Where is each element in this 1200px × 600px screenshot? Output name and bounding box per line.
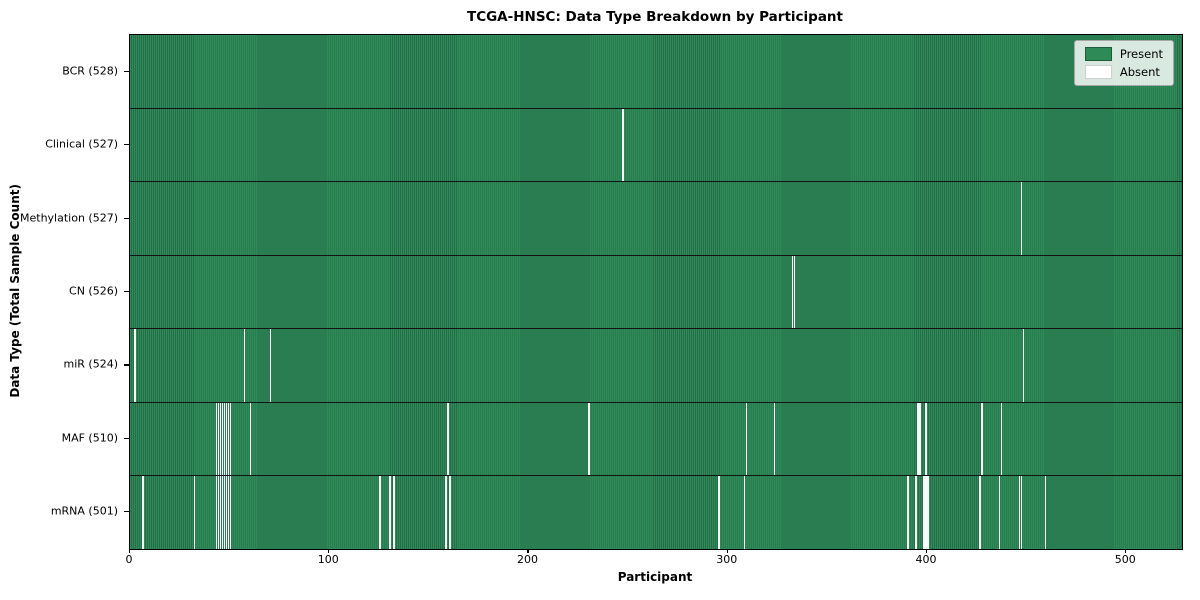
x-tick-mark (1125, 549, 1127, 553)
absent-gap (793, 255, 796, 329)
x-tick-mark (925, 549, 928, 553)
absent-gap (249, 402, 252, 476)
absent-gap (449, 476, 451, 550)
absent-gap (445, 476, 447, 550)
y-tick-mark (124, 70, 129, 72)
y-tick-label: BCR (528) (62, 64, 118, 78)
x-tick-mark (726, 549, 728, 553)
x-tick-mark (129, 549, 131, 553)
absent-gap (217, 402, 220, 476)
absent-gap (791, 255, 794, 329)
absent-gap (193, 476, 196, 550)
absent-gap (745, 402, 748, 476)
absent-gap (142, 476, 144, 550)
absent-gap (219, 402, 222, 476)
absent-gap (221, 476, 224, 550)
absent-gap (217, 476, 220, 550)
absent-gap (925, 476, 927, 550)
y-tick-label: CN (526) (69, 284, 118, 298)
x-axis-label: Participant (617, 570, 693, 584)
absent-gap (223, 476, 226, 550)
absent-gap (447, 402, 449, 476)
y-tick-label: Clinical (527) (45, 137, 118, 151)
y-tick-label: miR (524) (63, 357, 119, 371)
absent-gap (622, 108, 624, 182)
y-tick-label: MAF (510) (61, 431, 118, 445)
y-tick-mark (124, 217, 129, 219)
x-tick-label: 300 (716, 553, 738, 566)
x-tick-label: 100 (317, 553, 339, 566)
heatmap-row (130, 475, 1182, 550)
absent-gap (225, 402, 228, 476)
absent-gap (215, 476, 218, 550)
absent-gap (243, 329, 246, 402)
absent-gap (1000, 402, 1003, 476)
absent-gap (588, 402, 590, 476)
absent-gap (269, 329, 272, 402)
absent-gap (215, 402, 218, 476)
heatmap-rows (130, 35, 1182, 550)
absent-gap (389, 476, 391, 550)
absent-gap (229, 476, 232, 550)
absent-gap (743, 476, 746, 550)
absent-gap (219, 476, 222, 550)
heatmap-row (130, 107, 1182, 182)
y-tick-mark (124, 437, 129, 440)
absent-gap (1044, 476, 1047, 550)
absent-gap (917, 402, 919, 476)
absent-gap (227, 402, 230, 476)
legend-absent-label: Absent (1119, 65, 1160, 79)
plot-area: Present Absent (129, 34, 1183, 550)
absent-gap (1018, 476, 1021, 550)
x-tick-mark (527, 549, 529, 553)
absent-gap (1020, 476, 1023, 550)
absent-gap (1022, 329, 1025, 402)
absent-swatch-icon (1084, 65, 1112, 79)
absent-gap (229, 402, 232, 476)
absent-gap (915, 476, 917, 550)
absent-gap (907, 476, 909, 550)
absent-gap (919, 402, 921, 476)
absent-gap (379, 476, 381, 550)
y-tick-label: Methylation (527) (20, 211, 118, 225)
legend-item-absent: Absent (1084, 65, 1163, 79)
heatmap-row (130, 254, 1182, 329)
legend-item-present: Present (1084, 47, 1163, 61)
y-tick-mark (124, 291, 129, 293)
absent-gap (227, 476, 230, 550)
y-tick-label: mRNA (501) (50, 504, 118, 518)
y-tick-mark (124, 144, 129, 146)
absent-gap (927, 476, 929, 550)
absent-gap (393, 476, 395, 550)
absent-gap (718, 476, 720, 550)
absent-gap (221, 402, 224, 476)
absent-gap (1020, 182, 1023, 255)
y-tick-mark (124, 511, 129, 513)
legend: Present Absent (1073, 40, 1174, 86)
absent-gap (923, 476, 925, 550)
absent-gap (998, 476, 1001, 550)
x-tick-label: 500 (1114, 553, 1136, 566)
heatmap-row (130, 401, 1182, 476)
present-swatch-icon (1084, 47, 1112, 61)
absent-gap (134, 329, 136, 402)
absent-gap (773, 402, 776, 476)
heatmap-row (130, 35, 1182, 108)
absent-gap (979, 476, 981, 550)
chart-title: TCGA-HNSC: Data Type Breakdown by Partic… (466, 9, 843, 25)
heatmap-row (130, 181, 1182, 255)
legend-present-label: Present (1119, 47, 1163, 61)
x-tick-label: 200 (516, 553, 538, 566)
x-tick-label: 0 (125, 553, 133, 566)
absent-gap (225, 476, 228, 550)
x-tick-mark (328, 549, 330, 553)
x-tick-label: 400 (915, 553, 937, 566)
absent-gap (981, 402, 983, 476)
absent-gap (925, 402, 927, 476)
absent-gap (223, 402, 226, 476)
y-tick-mark (124, 364, 129, 366)
heatmap-row (130, 328, 1182, 402)
